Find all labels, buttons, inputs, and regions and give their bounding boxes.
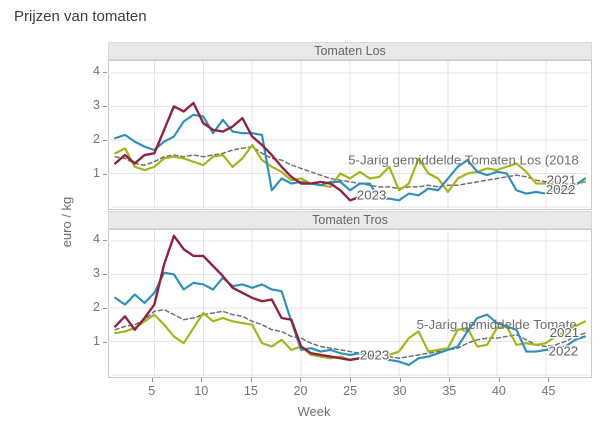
series-line-2023 (113, 101, 362, 202)
x-tick-mark (151, 378, 153, 382)
x-tick-mark (201, 378, 203, 382)
y-tick-label: 1 (93, 334, 100, 348)
year-label: 2022 (546, 182, 576, 197)
x-tick-mark (250, 378, 252, 382)
y-tick-mark (103, 274, 107, 275)
y-tick-mark (103, 240, 107, 241)
y-tick-mark (103, 342, 107, 343)
series-line-2022 (114, 143, 587, 194)
facet-panel-tomaten-los: 5-Jarig gemiddelde Tomaten Los (2018 2023… (108, 60, 592, 210)
facet-strip-label: Tomaten Tros (312, 213, 388, 227)
y-tick-label: 3 (93, 266, 100, 280)
series-line-5-jarig (114, 308, 586, 359)
year-label: 2021 (550, 325, 580, 340)
y-tick-label: 2 (93, 300, 100, 314)
series-line-2021 (114, 271, 587, 367)
year-label: 2022 (549, 343, 579, 358)
x-axis-title: Week (297, 404, 331, 419)
facet-strip-tomaten-los: Tomaten Los (108, 42, 592, 60)
x-tick-label: 40 (491, 384, 506, 398)
x-tick-label: 15 (243, 384, 258, 398)
avg-label: 5-Jarig gemiddelde Tomaten Los (2018 (348, 153, 579, 168)
x-tick-label: 35 (442, 384, 457, 398)
facet-strip-tomaten-tros: Tomaten Tros (108, 211, 592, 229)
series-line-2021 (114, 113, 587, 202)
series-line-2023 (114, 234, 362, 362)
year-label: 2021 (547, 173, 577, 188)
facet-panel-tomaten-tros: 5-Jarig gemiddelde Tomate 2023 2021 2022 (108, 229, 592, 378)
y-tick-mark (103, 308, 107, 309)
year-label: 2023 (357, 188, 387, 203)
facet-strip-label: Tomaten Los (314, 44, 386, 58)
x-tick-label: 10 (194, 384, 209, 398)
x-tick-label: 25 (343, 384, 358, 398)
x-tick-label: 5 (148, 384, 156, 398)
x-tick-mark (449, 378, 451, 382)
y-tick-label: 4 (93, 64, 100, 78)
x-tick-label: 45 (541, 384, 556, 398)
y-tick-label: 1 (93, 166, 100, 180)
x-tick-mark (300, 378, 302, 382)
x-tick-mark (399, 378, 401, 382)
y-tick-mark (103, 106, 107, 107)
x-tick-mark (498, 378, 500, 382)
avg-label: 5-Jarig gemiddelde Tomate (417, 317, 577, 332)
y-axis-title: euro / kg (59, 196, 74, 248)
y-tick-mark (103, 140, 107, 141)
year-label: 2023 (360, 347, 390, 362)
y-tick-mark (103, 174, 107, 175)
y-tick-label: 2 (93, 132, 100, 146)
y-tick-label: 3 (93, 98, 100, 112)
x-tick-label: 20 (293, 384, 308, 398)
y-tick-mark (103, 72, 107, 73)
x-tick-mark (350, 378, 352, 382)
chart-title: Prijzen van tomaten (14, 8, 147, 25)
x-tick-label: 30 (392, 384, 407, 398)
y-tick-label: 4 (93, 232, 100, 246)
x-tick-mark (548, 378, 550, 382)
